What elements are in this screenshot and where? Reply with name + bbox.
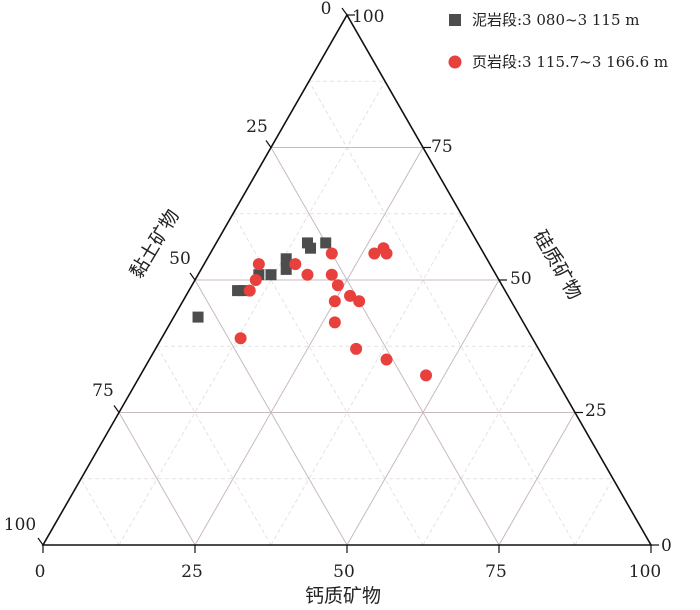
grid-line-calcareous	[270, 213, 462, 546]
axis-title-right: 硅质矿物	[529, 227, 586, 304]
data-point-mudstone	[280, 253, 292, 265]
data-point-shale	[249, 274, 262, 286]
data-point-shale	[353, 295, 366, 308]
data-point-shale	[325, 247, 338, 260]
data-point-shale	[328, 295, 341, 308]
grid-line-calcareous	[498, 412, 576, 546]
legend-label-shale: 页岩段:3 115.7~3 166.6 m	[472, 53, 668, 71]
data-point-shale	[243, 284, 256, 297]
grid-line-calcareous	[194, 147, 424, 546]
data-point-mudstone	[232, 285, 244, 297]
tick-label-left: 50	[169, 249, 191, 269]
data-point-mudstone	[305, 242, 317, 254]
tick-left	[265, 140, 272, 148]
tick-left	[189, 272, 196, 281]
grid-line-clay	[308, 81, 576, 546]
tick-label-right: 50	[510, 269, 532, 289]
tick-left	[37, 537, 44, 546]
tick-label-bottom: 75	[485, 562, 507, 582]
data-point-shale	[289, 258, 302, 271]
tick-label-bottom: 0	[35, 562, 46, 582]
data-point-mudstone	[265, 269, 277, 281]
data-point-shale	[420, 369, 433, 382]
data-point-mudstone	[253, 269, 265, 281]
data-point-mudstone	[238, 285, 250, 297]
data-point-shale	[331, 279, 344, 292]
tick-label-left: 100	[4, 515, 36, 535]
grid-line-clay	[194, 279, 348, 546]
data-point-shale	[325, 268, 338, 281]
tick-left	[113, 405, 120, 413]
grid-line-clay	[118, 412, 196, 546]
grid-line-clay	[80, 478, 120, 546]
tick-label-bottom: 25	[181, 562, 203, 582]
tick-label-left: 25	[246, 117, 268, 137]
tick-label-left: 75	[92, 381, 114, 401]
tick-label-bottom: 50	[333, 562, 355, 582]
grid-line-calcareous	[574, 478, 614, 546]
data-point-shale	[380, 353, 393, 366]
grid-line-clay	[232, 213, 424, 546]
tick-label-left: 0	[321, 0, 332, 19]
legend-marker-shale	[448, 55, 462, 69]
tick-label-right: 25	[585, 401, 607, 421]
tick-label-right: 100	[352, 7, 384, 27]
grid-line-clay	[156, 346, 272, 546]
data-point-shale	[328, 316, 341, 329]
legend-marker-mudstone	[449, 14, 461, 26]
grid-line-calcareous	[422, 346, 538, 546]
grid-line-calcareous	[118, 81, 386, 546]
data-point-mudstone	[280, 263, 292, 275]
legend-label-mudstone: 泥岩段:3 080~3 115 m	[472, 11, 640, 29]
data-point-shale	[380, 247, 393, 260]
axis-title-bottom: 钙质矿物	[305, 585, 381, 607]
data-point-mudstone	[192, 311, 204, 323]
data-point-shale	[234, 332, 247, 345]
tick-left	[341, 7, 348, 16]
data-point-shale	[368, 247, 381, 260]
data-point-mudstone	[320, 237, 332, 249]
data-point-shale	[344, 289, 357, 302]
data-point-shale	[252, 258, 265, 271]
tick-label-bottom: 100	[629, 562, 661, 582]
data-point-shale	[350, 342, 363, 355]
tick-label-right: 75	[431, 137, 453, 157]
axis-title-left: 黏土矿物	[126, 206, 184, 282]
grid-line-calcareous	[346, 279, 500, 546]
tick-label-right: 0	[661, 536, 672, 556]
data-point-shale	[301, 268, 314, 281]
